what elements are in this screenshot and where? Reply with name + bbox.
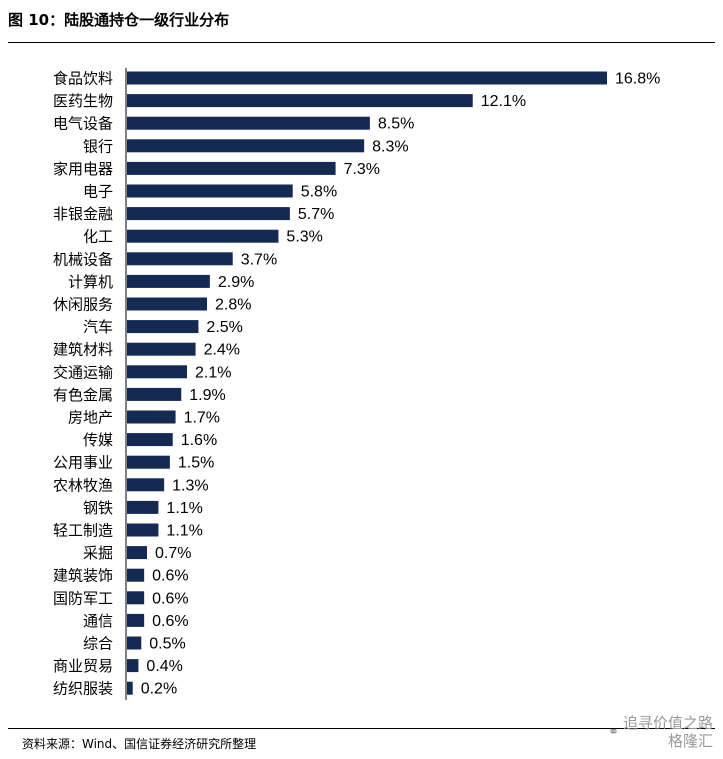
value-label: 2.4% <box>204 342 240 359</box>
value-label: 1.6% <box>181 432 217 449</box>
bar <box>127 659 139 673</box>
bar <box>127 478 165 492</box>
bars-layer <box>127 71 607 695</box>
value-label: 1.1% <box>166 523 202 540</box>
category-label: 银行 <box>83 137 113 155</box>
bar <box>127 116 370 130</box>
bar <box>127 433 173 447</box>
value-label: 0.6% <box>152 590 188 607</box>
value-label: 1.3% <box>172 477 208 494</box>
bar <box>127 387 182 401</box>
bar <box>127 94 473 108</box>
value-label: 2.8% <box>215 297 251 314</box>
bar <box>127 207 290 221</box>
bar <box>127 342 196 356</box>
bar <box>127 161 336 175</box>
category-label: 传媒 <box>83 431 113 449</box>
category-label: 通信 <box>83 612 113 630</box>
value-label: 16.8% <box>615 71 660 88</box>
bar <box>127 320 199 334</box>
bar <box>127 184 293 198</box>
bar <box>127 500 159 514</box>
category-label: 农林牧渔 <box>53 476 113 494</box>
bar <box>127 523 159 537</box>
value-label: 7.3% <box>344 161 380 178</box>
category-label: 交通运输 <box>53 363 113 381</box>
category-label: 采掘 <box>83 544 113 562</box>
bar <box>127 546 147 560</box>
source-divider <box>8 728 715 729</box>
category-label: 化工 <box>83 228 113 246</box>
category-label: 食品饮料 <box>53 70 113 88</box>
bar <box>127 591 145 605</box>
wechat-icon: ⚭ <box>608 724 619 740</box>
figure-title: 图 10：陆股通持仓一级行业分布 <box>8 11 230 29</box>
value-label: 2.9% <box>218 274 254 291</box>
value-label: 8.3% <box>372 138 408 155</box>
category-label: 建筑装饰 <box>53 567 113 585</box>
category-label: 机械设备 <box>53 250 113 268</box>
value-label: 5.3% <box>286 229 322 246</box>
bar <box>127 252 233 266</box>
category-label: 建筑材料 <box>53 341 113 359</box>
value-label: 2.5% <box>206 319 242 336</box>
value-label: 0.4% <box>146 658 182 675</box>
value-label: 5.8% <box>301 184 337 201</box>
bar <box>127 455 170 469</box>
watermark: ⚭ 追寻价值之路 格隆汇 <box>608 714 713 750</box>
title-divider <box>8 42 715 43</box>
bar <box>127 274 210 288</box>
category-label: 商业贸易 <box>53 657 113 675</box>
bar <box>127 139 365 153</box>
category-label: 钢铁 <box>83 499 113 517</box>
bar <box>127 365 187 379</box>
source-note: 资料来源：Wind、国信证券经济研究所整理 <box>22 737 257 751</box>
category-label: 汽车 <box>83 318 113 336</box>
value-label: 0.5% <box>149 636 185 653</box>
bar <box>127 229 279 243</box>
watermark-line2: 格隆汇 <box>667 732 713 750</box>
bar <box>127 636 142 650</box>
value-label: 1.7% <box>184 410 220 427</box>
category-label: 电气设备 <box>53 115 113 133</box>
value-label: 0.6% <box>152 568 188 585</box>
category-label: 纺织服装 <box>53 680 113 698</box>
value-label: 12.1% <box>481 93 526 110</box>
category-label: 有色金属 <box>53 386 113 404</box>
bar <box>127 71 607 85</box>
category-label: 非银金融 <box>53 205 113 223</box>
value-label: 0.7% <box>155 545 191 562</box>
value-label: 2.1% <box>195 364 231 381</box>
bar-chart: 食品饮料医药生物电气设备银行家用电器电子非银金融化工机械设备计算机休闲服务汽车建… <box>53 68 661 700</box>
value-label: 1.1% <box>166 500 202 517</box>
bar <box>127 568 145 582</box>
category-label: 国防军工 <box>53 589 113 607</box>
category-label: 休闲服务 <box>53 296 113 314</box>
value-label: 5.7% <box>298 206 334 223</box>
value-label: 0.2% <box>141 681 177 698</box>
value-label: 3.7% <box>241 251 277 268</box>
value-label: 1.9% <box>189 387 225 404</box>
category-label: 家用电器 <box>53 160 113 178</box>
value-label: 1.5% <box>178 455 214 472</box>
category-label: 医药生物 <box>53 92 113 110</box>
category-labels: 食品饮料医药生物电气设备银行家用电器电子非银金融化工机械设备计算机休闲服务汽车建… <box>53 70 113 698</box>
category-label: 综合 <box>83 635 113 653</box>
value-label: 8.5% <box>378 116 414 133</box>
bar <box>127 681 133 695</box>
category-label: 公用事业 <box>53 454 113 472</box>
bar <box>127 297 207 311</box>
category-label: 电子 <box>83 183 113 201</box>
value-label: 0.6% <box>152 613 188 630</box>
bar <box>127 410 176 424</box>
category-label: 房地产 <box>68 409 113 427</box>
category-label: 轻工制造 <box>53 522 113 540</box>
watermark-line1: 追寻价值之路 <box>622 714 713 732</box>
bar <box>127 613 145 627</box>
category-label: 计算机 <box>68 273 113 291</box>
value-labels: 16.8% 12.1% 8.5% 8.3% 7.3% 5.8% 5.7% 5.3% 3.7% 2.… <box>141 71 661 698</box>
